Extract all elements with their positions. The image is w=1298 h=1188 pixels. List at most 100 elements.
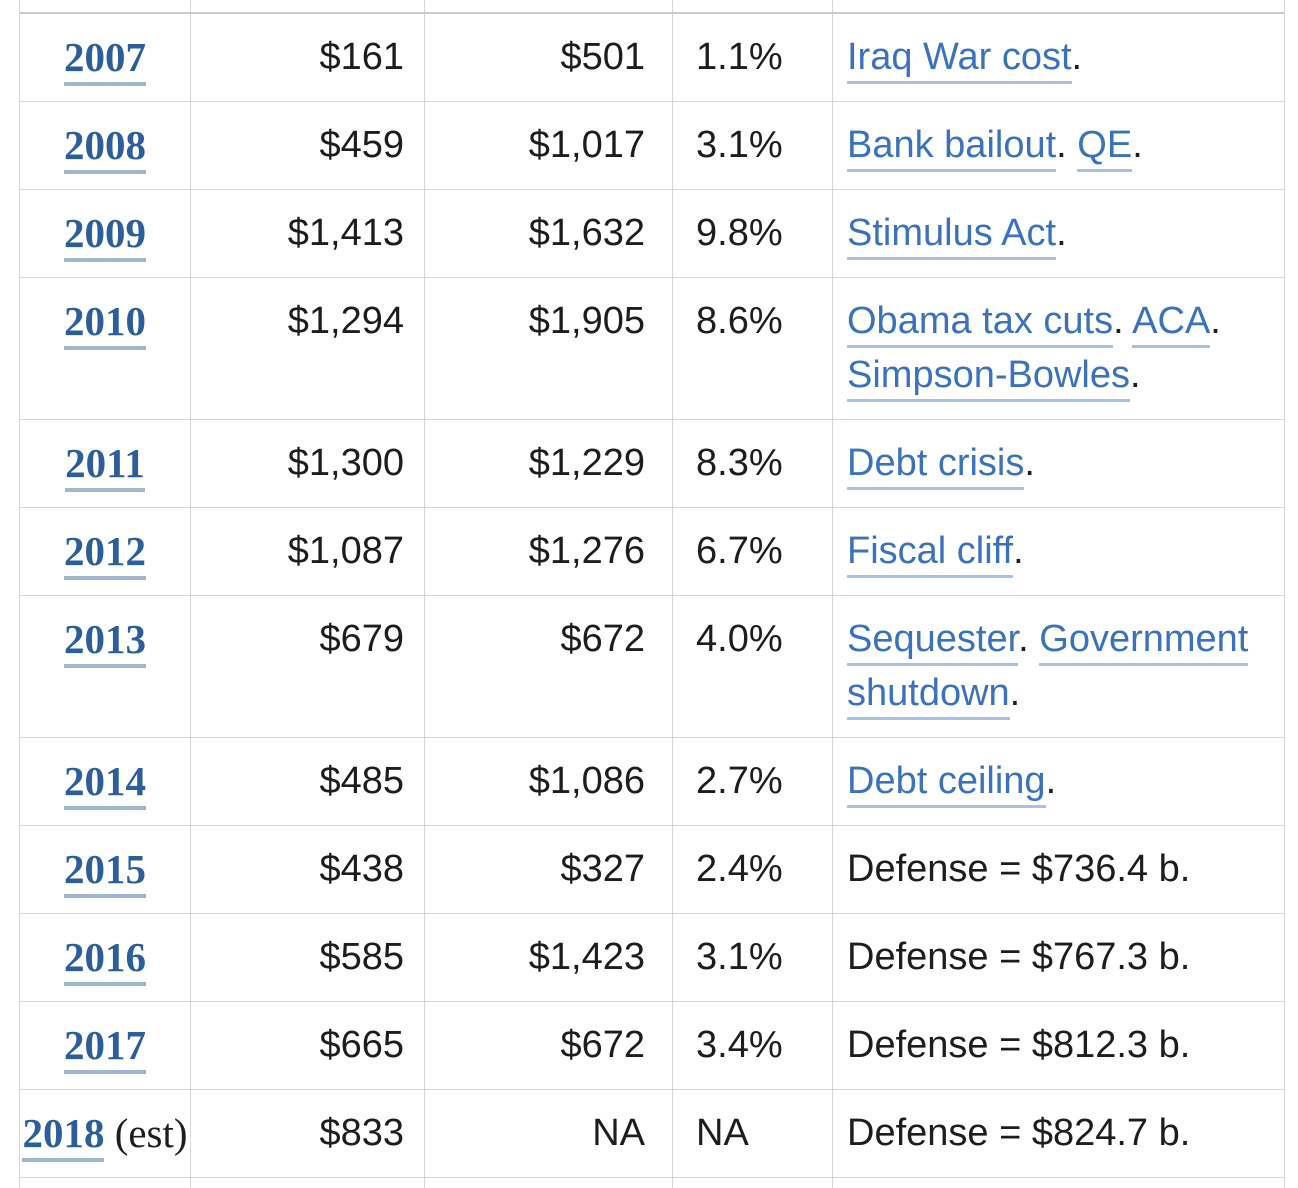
events-cell: Iraq War cost. <box>832 12 1285 102</box>
year-link[interactable]: 2008 <box>64 121 146 174</box>
deficit-cell: $1,300 <box>190 418 425 508</box>
year-link[interactable]: 2007 <box>64 34 146 86</box>
events-cell: Sequester. Government shutdown. <box>832 594 1285 738</box>
pct-gdp-cell: NA <box>672 1088 833 1178</box>
event-text: Defense = $736.4 b. <box>847 847 1191 890</box>
event-text: . <box>1056 123 1078 166</box>
year-cell: 2018 (est) <box>19 1088 191 1178</box>
partial-cell <box>672 1176 833 1188</box>
partial-cell <box>190 1176 425 1188</box>
event-link[interactable]: Debt ceiling <box>847 759 1046 808</box>
event-link[interactable]: Fiscal cliff <box>847 529 1014 578</box>
events-cell: Defense = $767.3 b. <box>832 912 1285 1002</box>
table-row: 2010 $1,294 $1,905 8.6% Obama tax cuts. ACA.… <box>19 276 1285 420</box>
events-cell: Defense = $824.7 b. <box>832 1088 1285 1178</box>
year-link[interactable]: 2011 <box>65 439 145 492</box>
pct-gdp-cell: 8.3% <box>672 418 833 508</box>
event-link[interactable]: Stimulus Act <box>847 211 1057 260</box>
year-link[interactable]: 2009 <box>64 209 146 262</box>
year-cell: 2011 <box>19 418 191 508</box>
event-text: Defense = $812.3 b. <box>847 1023 1191 1066</box>
table-row: 2017 $665 $672 3.4% Defense = $812.3 b. <box>19 1000 1285 1090</box>
event-link[interactable]: Government shutdown <box>847 617 1249 720</box>
debt-increase-cell: $1,276 <box>424 506 673 596</box>
year-cell: 2014 <box>19 736 191 826</box>
events-cell: Defense = $736.4 b. <box>832 824 1285 914</box>
event-text: . <box>1130 353 1141 396</box>
deficit-cell: $459 <box>190 100 425 190</box>
events-cell: Stimulus Act. <box>832 188 1285 278</box>
debt-increase-cell: $501 <box>424 12 673 102</box>
pct-gdp-cell: 3.1% <box>672 912 833 1002</box>
event-link[interactable]: Bank bailout <box>847 123 1057 172</box>
event-text: . <box>1071 36 1083 78</box>
events-cell: Defense = $812.3 b. <box>832 1000 1285 1090</box>
pct-gdp-cell: 1.1% <box>672 12 833 102</box>
events-cell: Debt crisis. <box>832 418 1285 508</box>
deficit-cell: $585 <box>190 912 425 1002</box>
deficit-cell: $438 <box>190 824 425 914</box>
events-cell: Obama tax cuts. ACA. Simpson-Bowles. <box>832 276 1285 420</box>
year-cell: 2008 <box>19 100 191 190</box>
year-cell: 2015 <box>19 824 191 914</box>
table-row: 2014 $485 $1,086 2.7% Debt ceiling. <box>19 736 1285 826</box>
event-text: . <box>1024 441 1035 484</box>
debt-increase-cell: $1,905 <box>424 276 673 420</box>
event-text: . <box>1132 123 1143 166</box>
deficit-cell: $1,413 <box>190 188 425 278</box>
event-link[interactable]: Debt crisis <box>847 441 1025 490</box>
event-text: Defense = $767.3 b. <box>847 935 1191 978</box>
year-cell: 2010 <box>19 276 191 420</box>
debt-increase-cell: $1,632 <box>424 188 673 278</box>
year-cell: 2017 <box>19 1000 191 1090</box>
partial-cell <box>19 1176 191 1188</box>
event-text: . <box>1013 529 1024 572</box>
pct-gdp-cell: 3.4% <box>672 1000 833 1090</box>
partial-cell <box>19 0 191 14</box>
partial-cell <box>832 0 1285 14</box>
pct-gdp-cell: 6.7% <box>672 506 833 596</box>
deficit-cell: $833 <box>190 1088 425 1178</box>
pct-gdp-cell: 3.1% <box>672 100 833 190</box>
deficit-cell: $1,087 <box>190 506 425 596</box>
event-text: Defense = $824.7 b. <box>847 1111 1191 1154</box>
debt-increase-cell: $327 <box>424 824 673 914</box>
year-link[interactable]: 2016 <box>64 933 146 986</box>
event-link[interactable]: Simpson-Bowles <box>847 353 1130 402</box>
event-link[interactable]: ACA <box>1132 299 1211 348</box>
year-link[interactable]: 2012 <box>64 527 146 580</box>
year-link[interactable]: 2010 <box>64 297 146 350</box>
pct-gdp-cell: 9.8% <box>672 188 833 278</box>
debt-increase-cell: $1,423 <box>424 912 673 1002</box>
year-suffix-label: (est) <box>104 1109 188 1156</box>
events-cell: Debt ceiling. <box>832 736 1285 826</box>
year-cell: 2012 <box>19 506 191 596</box>
table-row: 2016 $585 $1,423 3.1% Defense = $767.3 b. <box>19 912 1285 1002</box>
partial-row-top <box>19 0 1285 14</box>
table-body: 2007 $161 $501 1.1% Iraq War cost. 2008 $459 $1… <box>19 0 1285 1188</box>
year-link[interactable]: 2017 <box>64 1021 146 1074</box>
pct-gdp-cell: 2.7% <box>672 736 833 826</box>
event-link[interactable]: Iraq War cost <box>847 36 1072 84</box>
year-link[interactable]: 2018 <box>22 1109 105 1162</box>
year-cell: 2007 <box>19 12 191 102</box>
event-link[interactable]: Sequester <box>847 617 1019 666</box>
year-link[interactable]: 2013 <box>64 615 146 668</box>
year-cell: 2016 <box>19 912 191 1002</box>
event-link[interactable]: Obama tax cuts <box>847 299 1114 348</box>
deficit-cell: $679 <box>190 594 425 738</box>
deficit-cell: $485 <box>190 736 425 826</box>
debt-increase-cell: $1,229 <box>424 418 673 508</box>
table-row: 2011 $1,300 $1,229 8.3% Debt crisis. <box>19 418 1285 508</box>
year-link[interactable]: 2014 <box>64 757 146 810</box>
partial-row-bottom <box>19 1176 1285 1188</box>
deficit-cell: $161 <box>190 12 425 102</box>
year-link[interactable]: 2015 <box>64 845 146 898</box>
debt-increase-cell: $1,017 <box>424 100 673 190</box>
event-text: . <box>1210 299 1221 342</box>
event-text: . <box>1045 759 1057 802</box>
table-row: 2018 (est) $833 NA NA Defense = $824.7 b. <box>19 1088 1285 1178</box>
event-link[interactable]: QE <box>1077 123 1133 172</box>
event-text: . <box>1018 617 1040 660</box>
table-row: 2012 $1,087 $1,276 6.7% Fiscal cliff. <box>19 506 1285 596</box>
